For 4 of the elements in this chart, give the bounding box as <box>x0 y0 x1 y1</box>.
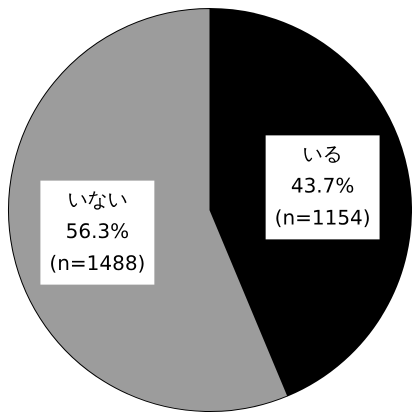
data-label: 56.3% (n=1488) <box>49 218 146 275</box>
data-label: 43.7% (n=1154) <box>274 174 371 230</box>
slice-label: いる <box>302 142 343 166</box>
slice-label: いない <box>67 186 128 211</box>
